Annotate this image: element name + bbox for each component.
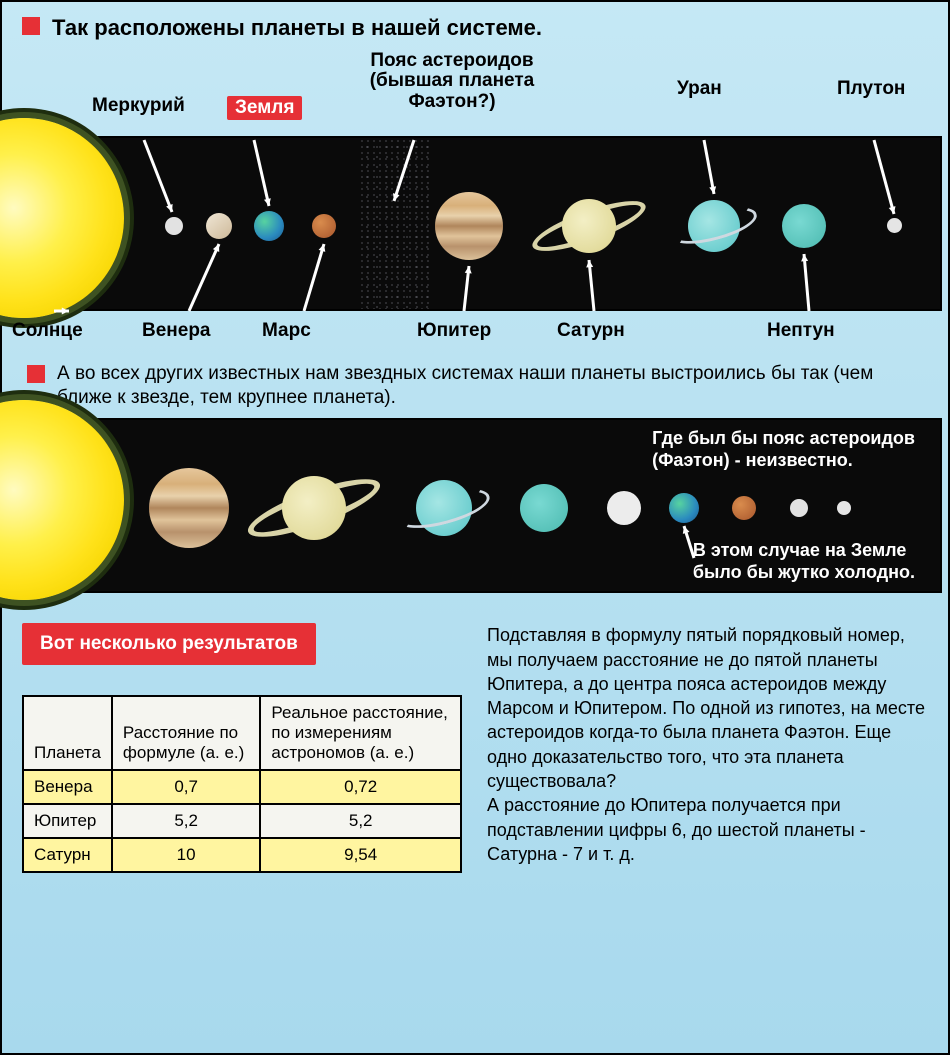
planet-jupiter (435, 192, 503, 260)
table-row: Юпитер5,25,2 (23, 804, 461, 838)
diagram1-bottom-labels: Солнце Венера Марс Юпитер Сатурн Нептун (12, 311, 942, 356)
explanation-paragraph: Подставляя в формулу пятый порядковый но… (487, 623, 927, 873)
planet-mars (732, 496, 756, 520)
label-neptune: Нептун (767, 321, 835, 342)
planet-neptune (520, 484, 568, 532)
table-cell: 5,2 (112, 804, 260, 838)
diagram1-top-labels: Меркурий Земля Пояс астероидов (бывшая п… (12, 51, 942, 136)
table-cell: Юпитер (23, 804, 112, 838)
planet-mercury (790, 499, 808, 517)
results-column: Вот несколько результатов ПланетаРасстоя… (22, 623, 462, 873)
label-earth: Земля (227, 96, 302, 121)
bullet-square (27, 365, 45, 383)
diagram-solar-system (12, 136, 942, 311)
table-cell: 10 (112, 838, 260, 872)
planet-jupiter (149, 468, 229, 548)
results-badge: Вот несколько результатов (22, 623, 316, 665)
label-jupiter: Юпитер (417, 321, 491, 342)
label-asteroid-belt: Пояс астероидов (бывшая планета Фаэтон?) (342, 51, 562, 114)
label-saturn: Сатурн (557, 321, 625, 342)
arrow-icon (244, 130, 279, 216)
label-venus: Венера (142, 321, 211, 342)
heading-1-text: Так расположены планеты в нашей системе. (52, 14, 542, 43)
planet-neptune (782, 204, 826, 248)
table-cell: 0,72 (260, 770, 461, 804)
table-cell: Венера (23, 770, 112, 804)
table-cell: 0,7 (112, 770, 260, 804)
bullet-square (22, 17, 40, 35)
results-table: ПланетаРасстояние по формуле (а. е.)Реал… (22, 695, 462, 873)
table-cell: Сатурн (23, 838, 112, 872)
diagram-alternative-system: Где был бы пояс астероидов (Фаэтон) - не… (12, 418, 942, 593)
table-cell: 5,2 (260, 804, 461, 838)
table-cell: 9,54 (260, 838, 461, 872)
planet-saturn (562, 199, 616, 253)
planet-saturn (282, 476, 346, 540)
label-sun: Солнце (12, 321, 83, 342)
arrow-icon (794, 244, 819, 321)
arrow-icon (179, 234, 229, 321)
planet-pluto (837, 501, 851, 515)
arrow-icon (864, 130, 904, 224)
annotation-asteroid-unknown: Где был бы пояс астероидов (Фаэтон) - не… (652, 428, 915, 471)
arrow-icon (134, 130, 182, 222)
table-header: Реальное расстояние, по измерениям астро… (260, 696, 461, 770)
heading-2: А во всех других известных нам звездных … (2, 356, 948, 419)
label-pluto: Плутон (837, 79, 905, 100)
heading-2-text: А во всех других известных нам звездных … (57, 362, 923, 411)
label-mercury: Меркурий (92, 96, 185, 117)
heading-1: Так расположены планеты в нашей системе. (2, 2, 948, 51)
arrow-icon (674, 516, 704, 568)
sun (0, 400, 124, 600)
planet-venus (607, 491, 641, 525)
sun (0, 118, 124, 318)
table-header: Планета (23, 696, 112, 770)
label-mars: Марс (262, 321, 311, 342)
arrow-icon (384, 130, 424, 211)
label-uranus: Уран (677, 79, 722, 100)
arrow-icon (294, 234, 334, 321)
bottom-section: Вот несколько результатов ПланетаРасстоя… (2, 593, 948, 873)
table-row: Сатурн109,54 (23, 838, 461, 872)
table-header: Расстояние по формуле (а. е.) (112, 696, 260, 770)
annotation-earth-cold: В этом случае на Земле было бы жутко хол… (693, 540, 915, 583)
table-row: Венера0,70,72 (23, 770, 461, 804)
arrow-icon (694, 130, 724, 204)
